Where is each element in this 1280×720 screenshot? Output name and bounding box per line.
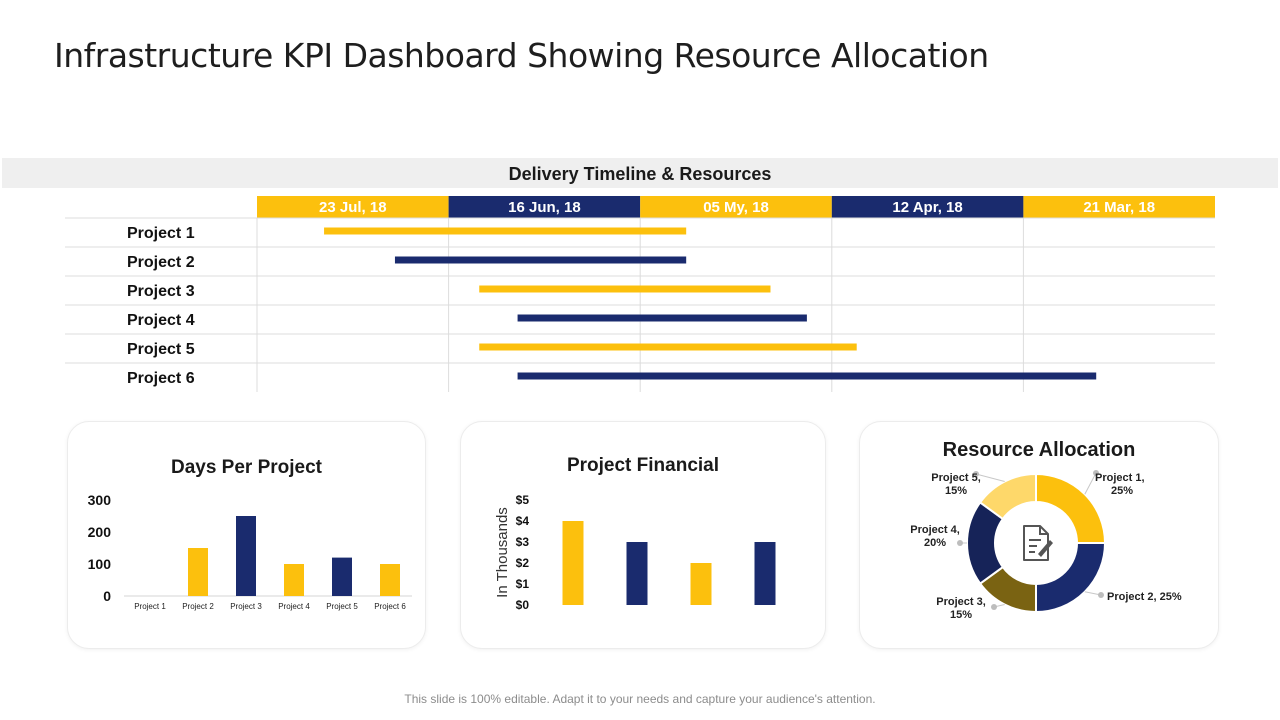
days-bar bbox=[188, 548, 208, 596]
resource-chart-title: Resource Allocation bbox=[942, 439, 1136, 461]
days-y-tick: 200 bbox=[88, 524, 112, 540]
timeline-header-cell bbox=[448, 196, 641, 218]
timeline-title: Delivery Timeline & Resources bbox=[508, 164, 772, 184]
gantt-chart: 23 Jul, 18 16 Jun, 18 05 My, 18 12 Apr, 18 2… bbox=[65, 196, 1215, 392]
timeline-bar bbox=[479, 343, 857, 351]
donut-label-value: 15% bbox=[950, 609, 972, 621]
donut-leader-line bbox=[975, 473, 1005, 483]
days-x-tick: Project 5 bbox=[326, 602, 358, 611]
financial-bar bbox=[690, 563, 712, 605]
footer-note: This slide is 100% editable. Adapt it to… bbox=[404, 692, 876, 706]
days-x-tick: Project 1 bbox=[134, 602, 166, 611]
timeline-project-label: Project 3 bbox=[127, 283, 195, 300]
donut-label: Project 5, bbox=[931, 472, 981, 484]
donut-label: Project 4, bbox=[910, 524, 960, 536]
document-icon bbox=[1023, 525, 1053, 561]
donut-leader-line bbox=[1084, 472, 1097, 495]
page-title: Infrastructure KPI Dashboard Showing Res… bbox=[54, 36, 989, 75]
donut-center bbox=[996, 503, 1076, 583]
days-y-tick: 100 bbox=[88, 556, 112, 572]
days-chart-title: Days Per Project bbox=[170, 457, 323, 478]
donut-label: Project 2, 25% bbox=[1107, 591, 1182, 603]
timeline-bar bbox=[479, 285, 771, 293]
financial-y-label: In Thousands bbox=[494, 507, 511, 598]
financial-y-tick: $4 bbox=[516, 514, 530, 528]
resource-allocation-card: Resource Allocation Project 1, 25% Project… bbox=[859, 421, 1219, 649]
timeline-header-cell bbox=[257, 196, 449, 218]
timeline-date-label: 16 Jun, 18 bbox=[508, 199, 581, 216]
timeline-project-label: Project 4 bbox=[127, 312, 195, 329]
days-bar-chart: 0 100 200 300 Project 1 Project 2 Project 3 Pro… bbox=[88, 492, 412, 611]
financial-bar bbox=[626, 542, 648, 605]
timeline-project-label: Project 1 bbox=[127, 225, 195, 242]
financial-bar-chart: $0 $1 $2 $3 $4 $5 In Thousands bbox=[494, 493, 776, 612]
days-x-tick: Project 3 bbox=[230, 602, 262, 611]
project-financial-card: Project Financial $0 $1 $2 $3 $4 $5 In Thousan… bbox=[460, 421, 826, 649]
donut-leader-dot bbox=[991, 604, 997, 610]
timeline-project-label: Project 2 bbox=[127, 254, 195, 271]
financial-bar bbox=[754, 542, 776, 605]
days-bar bbox=[236, 516, 256, 596]
financial-y-tick: $1 bbox=[516, 577, 530, 591]
days-y-tick: 300 bbox=[88, 492, 112, 508]
financial-y-tick: $0 bbox=[516, 598, 530, 612]
days-x-tick: Project 2 bbox=[182, 602, 214, 611]
timeline-date-label: 23 Jul, 18 bbox=[319, 199, 387, 216]
timeline-header-cell bbox=[640, 196, 832, 218]
financial-y-tick: $2 bbox=[516, 556, 530, 570]
days-bar bbox=[284, 564, 304, 596]
donut-label-value: 25% bbox=[1111, 485, 1133, 497]
donut-leader-dot bbox=[1093, 470, 1099, 476]
resource-donut-chart: Project 1,25%Project 2, 25%Project 3,15%… bbox=[910, 470, 1182, 621]
financial-y-tick: $5 bbox=[516, 493, 530, 507]
financial-chart-title: Project Financial bbox=[566, 455, 720, 476]
donut-slice bbox=[978, 472, 1037, 521]
timeline-header-cell bbox=[831, 196, 1024, 218]
donut-label-value: 20% bbox=[924, 537, 946, 549]
days-x-tick: Project 6 bbox=[374, 602, 406, 611]
timeline-bar bbox=[517, 314, 807, 322]
financial-y-tick: $3 bbox=[516, 535, 530, 549]
timeline-header-band: Delivery Timeline & Resources bbox=[2, 158, 1278, 188]
timeline-header-cell bbox=[1023, 196, 1215, 218]
financial-bar bbox=[562, 521, 584, 605]
timeline-bar bbox=[517, 372, 1097, 380]
donut-label: Project 3, bbox=[936, 596, 986, 608]
timeline-date-label: 21 Mar, 18 bbox=[1083, 199, 1155, 216]
days-bar bbox=[380, 564, 400, 596]
donut-label: Project 1, bbox=[1095, 472, 1145, 484]
timeline-bar bbox=[394, 256, 687, 264]
donut-label-value: 15% bbox=[945, 485, 967, 497]
timeline-date-label: 12 Apr, 18 bbox=[892, 199, 962, 216]
timeline-bar bbox=[324, 227, 687, 235]
days-bar bbox=[332, 557, 352, 596]
donut-leader-dot bbox=[1098, 592, 1104, 598]
timeline-project-label: Project 5 bbox=[127, 341, 195, 358]
timeline-date-label: 05 My, 18 bbox=[703, 199, 769, 216]
donut-leader-dot bbox=[973, 471, 979, 477]
donut-leader-dot bbox=[957, 540, 963, 546]
timeline-project-label: Project 6 bbox=[127, 370, 195, 387]
days-y-tick: 0 bbox=[103, 588, 111, 604]
days-per-project-card: Days Per Project 0 100 200 300 Project 1 Proj… bbox=[67, 421, 426, 649]
days-x-tick: Project 4 bbox=[278, 602, 310, 611]
